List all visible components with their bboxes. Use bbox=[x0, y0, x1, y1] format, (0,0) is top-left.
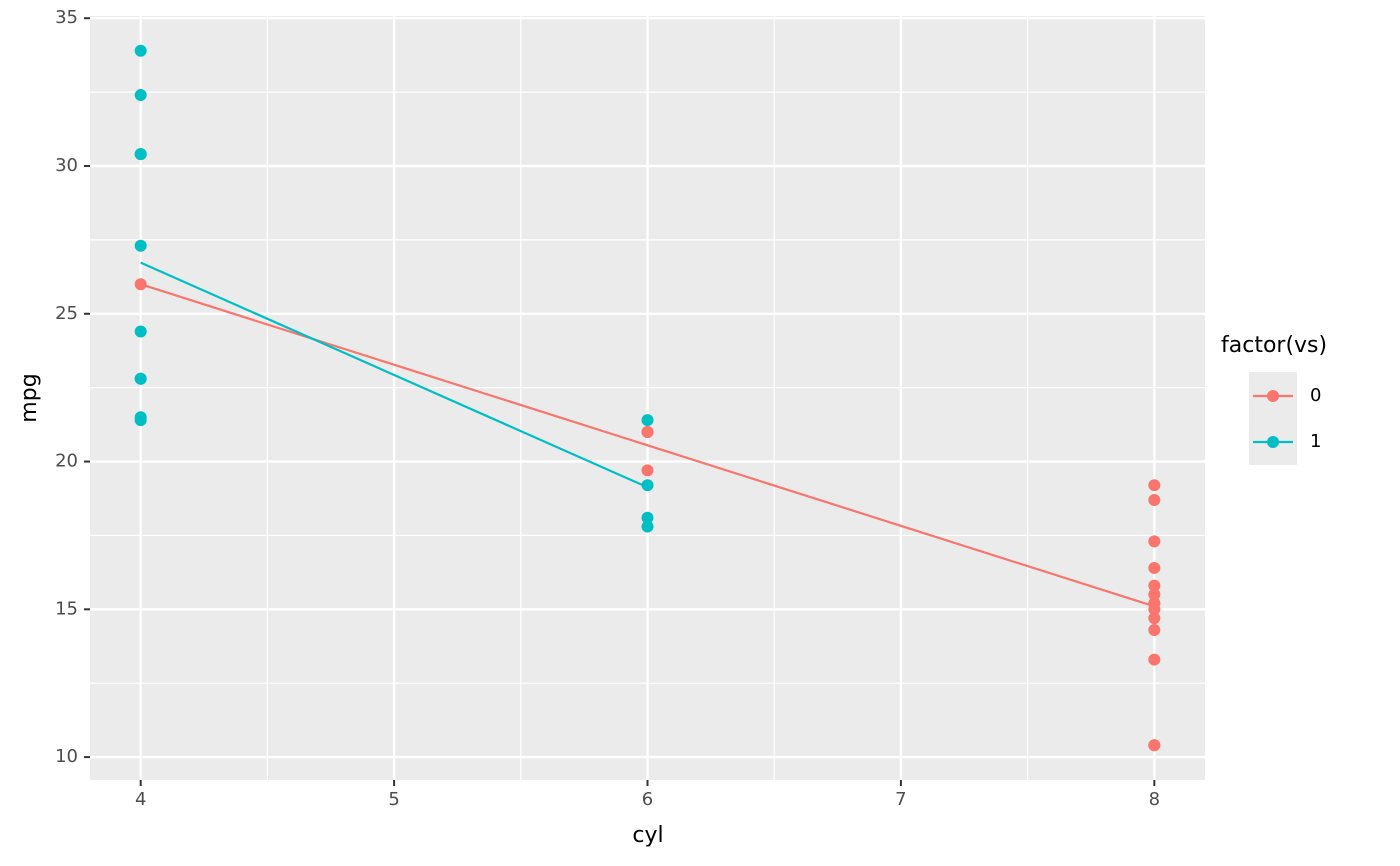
point bbox=[1148, 588, 1161, 601]
legend-label: 0 bbox=[1310, 385, 1321, 406]
point bbox=[1148, 535, 1161, 548]
x-tick-label: 8 bbox=[1149, 789, 1160, 810]
fit-line bbox=[140, 261, 648, 489]
x-tick-label: 7 bbox=[895, 789, 906, 810]
legend-key-point bbox=[1267, 390, 1279, 402]
x-axis-title: cyl bbox=[632, 823, 663, 848]
point bbox=[134, 89, 147, 102]
x-tick-label: 5 bbox=[388, 789, 399, 810]
point bbox=[641, 520, 654, 533]
point bbox=[134, 239, 147, 252]
point bbox=[1148, 624, 1161, 637]
point bbox=[641, 479, 654, 492]
point bbox=[134, 325, 147, 338]
y-tick-label: 35 bbox=[55, 7, 78, 28]
point bbox=[641, 425, 654, 438]
point bbox=[1148, 479, 1161, 492]
point bbox=[1148, 653, 1161, 666]
legend-title: factor(vs) bbox=[1221, 333, 1327, 358]
point bbox=[641, 511, 654, 524]
legend-label: 1 bbox=[1310, 431, 1321, 452]
x-tick-label: 6 bbox=[642, 789, 653, 810]
point bbox=[641, 464, 654, 477]
point bbox=[134, 278, 147, 291]
point bbox=[1148, 612, 1161, 625]
point bbox=[1148, 561, 1161, 574]
point bbox=[641, 414, 654, 427]
y-tick-label: 20 bbox=[55, 451, 78, 472]
point bbox=[134, 372, 147, 385]
y-tick-label: 30 bbox=[55, 155, 78, 176]
x-tick-label: 4 bbox=[135, 789, 146, 810]
y-tick-label: 15 bbox=[55, 598, 78, 619]
y-tick-label: 10 bbox=[55, 746, 78, 767]
point bbox=[1148, 603, 1161, 616]
point bbox=[134, 148, 147, 161]
point bbox=[1148, 579, 1161, 592]
point bbox=[134, 414, 147, 427]
point bbox=[134, 44, 147, 57]
legend-keys bbox=[1249, 372, 1297, 465]
y-axis-title: mpg bbox=[17, 373, 42, 422]
point bbox=[1148, 493, 1161, 506]
point bbox=[1148, 739, 1161, 752]
legend-key-point bbox=[1267, 436, 1279, 448]
y-tick-label: 25 bbox=[55, 303, 78, 324]
